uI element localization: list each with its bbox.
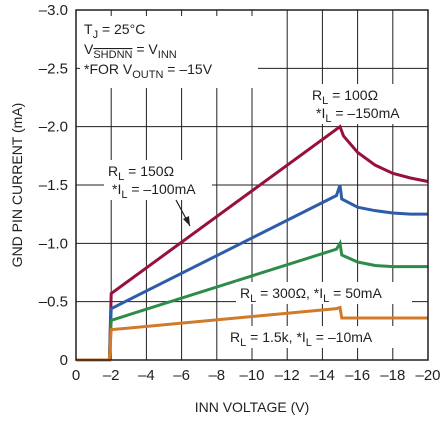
x-axis-title: INN VOLTAGE (V) <box>195 399 310 415</box>
plot-frame <box>75 9 429 361</box>
label-bg-300 <box>236 282 412 304</box>
condition-line: *FOR VOUTN = –15V <box>84 61 213 81</box>
y-tick-label: –2.0 <box>39 119 68 136</box>
label-bg-100 <box>308 84 416 124</box>
x-tick-label: –10 <box>239 367 264 384</box>
x-tick-label: –4 <box>138 367 155 384</box>
x-tick-label: –2 <box>103 367 120 384</box>
x-tick-label: –18 <box>380 367 405 384</box>
series-label-100-line1: RL = 100Ω <box>312 87 378 107</box>
x-tick-label: –16 <box>345 367 370 384</box>
label-bg-150 <box>104 160 212 200</box>
x-tick-label: –12 <box>275 367 300 384</box>
y-tick-label: 0 <box>60 352 68 369</box>
x-tick-label: –6 <box>173 367 190 384</box>
tick-labels: 0 –2 –4 –6 –8 –10 –12 –14 –16 –18 –20 0 –0.5 –1.0 –1.5… <box>39 2 441 384</box>
y-tick-label: –1.0 <box>39 235 68 252</box>
series-label-100-line2: *IL = –150mA <box>316 105 400 125</box>
plot-border <box>75 9 429 361</box>
y-tick-label: –0.5 <box>39 294 68 311</box>
x-tick-label: –14 <box>310 367 335 384</box>
condition-line: TJ = 25°C <box>84 21 145 41</box>
x-tick-label: 0 <box>72 367 80 384</box>
condition-line: VSHDNN = VINN <box>84 41 177 61</box>
y-tick-label: –1.5 <box>39 177 68 194</box>
label-bg-1k5 <box>226 326 404 348</box>
y-tick-label: –2.5 <box>39 60 68 77</box>
y-tick-label: –3.0 <box>39 2 68 19</box>
x-tick-label: –8 <box>208 367 225 384</box>
series-label-300: RL = 300Ω, *IL = 50mA <box>240 285 382 305</box>
series-label-1k5: RL = 1.5k, *IL = –10mA <box>230 329 373 349</box>
label-pointer-arrowhead <box>183 216 190 226</box>
conditions-bg <box>80 16 258 88</box>
x-tick-label: –20 <box>415 367 440 384</box>
y-axis-title: GND PIN CURRENT (mA) <box>9 103 25 268</box>
series-label-150-line1: RL = 150Ω <box>108 163 174 183</box>
series-label-150-line2: *IL = –100mA <box>112 181 196 201</box>
